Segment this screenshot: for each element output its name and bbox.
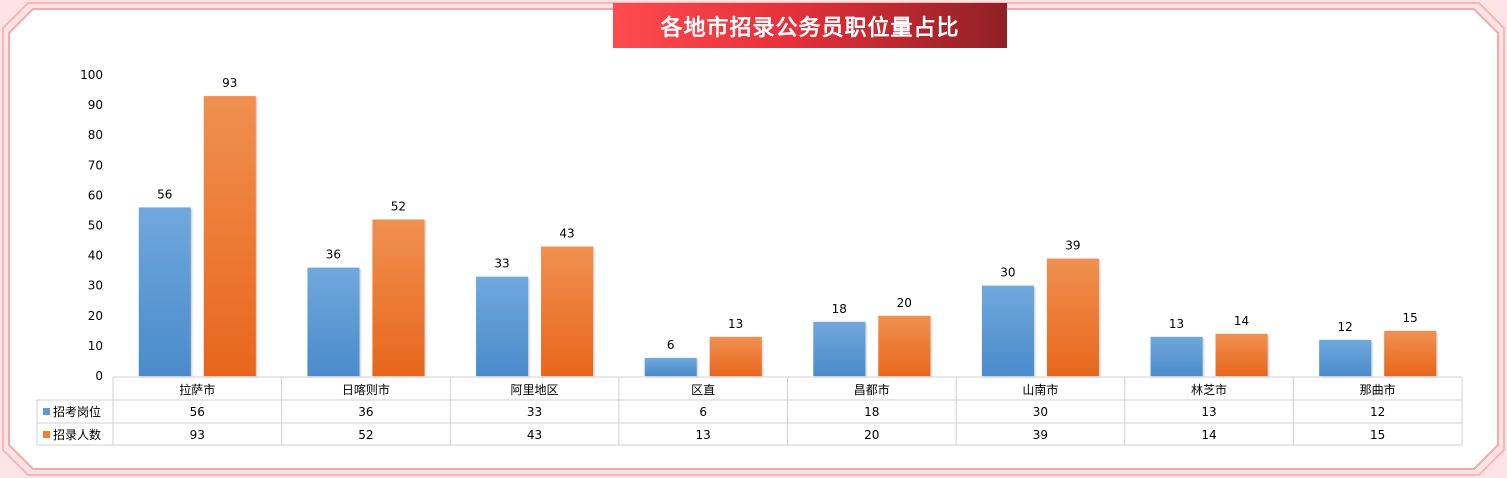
table-cell-value: 52 bbox=[358, 428, 373, 442]
bar-positions bbox=[138, 207, 191, 376]
table-cell-value: 39 bbox=[1033, 428, 1048, 442]
bar-positions bbox=[981, 285, 1034, 376]
y-tick-label: 20 bbox=[88, 309, 103, 323]
y-tick-label: 30 bbox=[88, 279, 103, 293]
y-axis: 0 10 20 30 40 50 60 70 80 90 100 bbox=[80, 68, 103, 383]
data-label: 36 bbox=[326, 248, 341, 262]
data-label: 33 bbox=[494, 257, 509, 271]
x-category-label: 那曲市 bbox=[1360, 382, 1396, 397]
table-cell-value: 14 bbox=[1201, 428, 1216, 442]
bars-group: 56 93 36 52 33 43 6 13 18 20 30 39 13 14 12 15 bbox=[138, 76, 1437, 376]
x-category-label: 区直 bbox=[691, 383, 715, 397]
table-cell-value: 13 bbox=[1201, 405, 1216, 419]
data-label: 12 bbox=[1338, 320, 1353, 334]
table-cell-value: 56 bbox=[190, 405, 205, 419]
bar-positions bbox=[476, 276, 529, 376]
table-cell-value: 30 bbox=[1033, 405, 1048, 419]
legend-key bbox=[43, 408, 50, 415]
bar-recruits bbox=[541, 246, 594, 376]
bar-recruits bbox=[1384, 330, 1437, 376]
bar-recruits bbox=[709, 336, 762, 376]
y-tick-label: 10 bbox=[88, 339, 103, 353]
table-cell-value: 93 bbox=[190, 428, 205, 442]
bar-recruits bbox=[372, 219, 425, 376]
y-tick-label: 100 bbox=[80, 68, 103, 82]
x-category-label: 阿里地区 bbox=[511, 383, 559, 397]
y-tick-label: 60 bbox=[88, 188, 103, 202]
legend-key bbox=[43, 431, 50, 438]
table-cell-value: 20 bbox=[864, 428, 879, 442]
data-label: 18 bbox=[832, 302, 847, 316]
data-label: 14 bbox=[1234, 314, 1249, 328]
bar-positions bbox=[1150, 336, 1203, 376]
data-label: 30 bbox=[1000, 266, 1015, 280]
bar-positions bbox=[644, 357, 697, 376]
table-cell-value: 43 bbox=[527, 428, 542, 442]
bar-positions bbox=[813, 321, 866, 376]
x-category-label: 日喀则市 bbox=[342, 382, 390, 397]
data-label: 52 bbox=[391, 199, 406, 213]
x-category-label: 山南市 bbox=[1022, 382, 1058, 397]
bar-recruits bbox=[878, 315, 931, 376]
chart-title: 各地市招录公务员职位量占比 bbox=[613, 3, 1007, 48]
data-label: 6 bbox=[667, 338, 675, 352]
table-cell-value: 33 bbox=[527, 405, 542, 419]
bar-recruits bbox=[1046, 258, 1099, 376]
data-label: 20 bbox=[897, 296, 912, 310]
data-label: 39 bbox=[1065, 239, 1080, 253]
x-category-label: 拉萨市 bbox=[179, 382, 215, 397]
y-tick-label: 70 bbox=[88, 158, 103, 172]
legend-label: 招考岗位 bbox=[53, 404, 101, 419]
data-label: 13 bbox=[728, 317, 743, 331]
x-category-label: 林芝市 bbox=[1191, 382, 1227, 397]
table-cell-value: 6 bbox=[699, 405, 707, 419]
y-tick-label: 40 bbox=[88, 249, 103, 263]
table-cell-value: 12 bbox=[1370, 405, 1385, 419]
data-label: 56 bbox=[157, 187, 172, 201]
y-tick-label: 90 bbox=[88, 98, 103, 112]
data-label: 15 bbox=[1403, 311, 1418, 325]
x-category-label: 昌都市 bbox=[854, 382, 890, 397]
data-label: 93 bbox=[222, 76, 237, 90]
y-tick-label: 80 bbox=[88, 128, 103, 142]
bar-recruits bbox=[1215, 333, 1268, 376]
table-cell-value: 15 bbox=[1370, 428, 1385, 442]
bar-positions bbox=[307, 267, 360, 376]
table-cell-value: 18 bbox=[864, 405, 879, 419]
y-tick-label: 0 bbox=[95, 369, 103, 383]
table-cell-value: 36 bbox=[358, 405, 373, 419]
y-tick-label: 50 bbox=[88, 219, 103, 233]
table-cell-value: 13 bbox=[696, 428, 711, 442]
legend-label: 招录人数 bbox=[53, 427, 101, 442]
bar-recruits bbox=[203, 96, 256, 376]
data-label: 13 bbox=[1169, 317, 1184, 331]
data-label: 43 bbox=[559, 227, 574, 241]
bar-positions bbox=[1319, 339, 1372, 376]
